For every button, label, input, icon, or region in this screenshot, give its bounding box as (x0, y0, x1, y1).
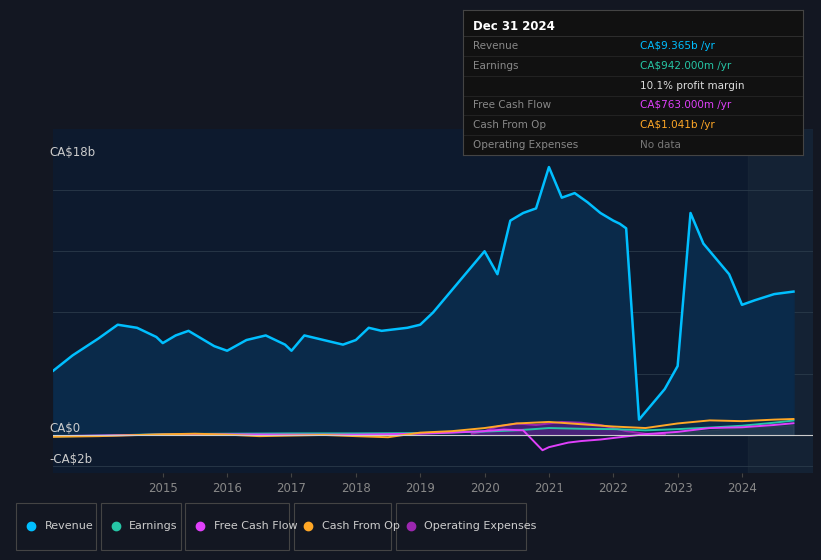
Text: Revenue: Revenue (473, 41, 518, 51)
Bar (749, 129, 813, 473)
Text: CA$763.000m /yr: CA$763.000m /yr (640, 100, 731, 110)
Text: Cash From Op: Cash From Op (322, 521, 400, 531)
Text: Revenue: Revenue (45, 521, 94, 531)
Text: -CA$2b: -CA$2b (49, 452, 93, 465)
Text: Free Cash Flow: Free Cash Flow (473, 100, 552, 110)
Text: 10.1% profit margin: 10.1% profit margin (640, 81, 745, 91)
Text: CA$1.041b /yr: CA$1.041b /yr (640, 120, 714, 130)
Text: Dec 31 2024: Dec 31 2024 (473, 20, 555, 33)
Text: CA$9.365b /yr: CA$9.365b /yr (640, 41, 714, 51)
Text: CA$942.000m /yr: CA$942.000m /yr (640, 61, 731, 71)
Text: No data: No data (640, 140, 681, 150)
Text: Earnings: Earnings (130, 521, 178, 531)
Text: Earnings: Earnings (473, 61, 519, 71)
Text: Free Cash Flow: Free Cash Flow (213, 521, 297, 531)
Text: Operating Expenses: Operating Expenses (473, 140, 579, 150)
Text: CA$0: CA$0 (49, 422, 80, 435)
Text: CA$18b: CA$18b (49, 146, 96, 160)
Text: Operating Expenses: Operating Expenses (424, 521, 537, 531)
Text: Cash From Op: Cash From Op (473, 120, 546, 130)
